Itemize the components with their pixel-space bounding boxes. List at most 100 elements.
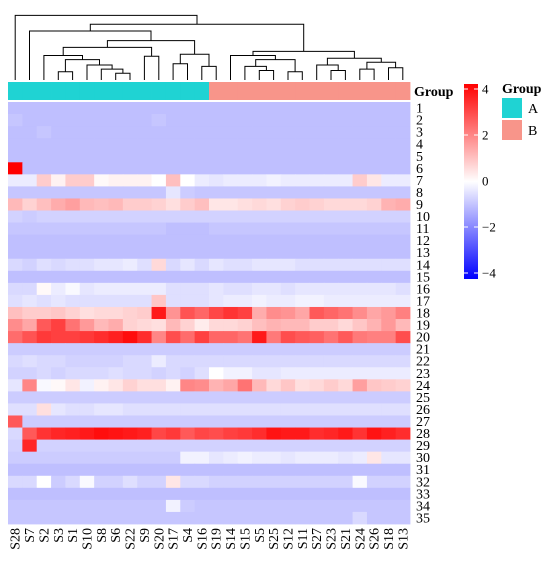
heatmap-cell-r28-S20 bbox=[151, 427, 167, 440]
heatmap-cell-r7-S11 bbox=[295, 174, 310, 187]
heatmap-cell-r12-S22 bbox=[122, 234, 138, 248]
heatmap-cell-r8-S20 bbox=[151, 186, 167, 199]
heatmap-cell-r6-S13 bbox=[395, 162, 411, 175]
heatmap-cell-r12-S12 bbox=[280, 234, 296, 248]
heatmap-cell-r4-S13 bbox=[395, 138, 411, 151]
heatmap-cell-r3-S2 bbox=[36, 126, 52, 139]
heatmap-cell-r28-S15 bbox=[237, 427, 253, 440]
heatmap-cell-r21-S10 bbox=[79, 343, 95, 356]
heatmap-cell-r9-S27 bbox=[309, 198, 325, 211]
heatmap-cell-r14-S6 bbox=[108, 258, 124, 272]
heatmap-cell-r16-S19 bbox=[209, 282, 224, 296]
column-label-S21: S21 bbox=[339, 528, 354, 550]
heatmap-cell-r2-S7 bbox=[22, 114, 38, 127]
heatmap-cell-r1-S10 bbox=[79, 102, 95, 115]
heatmap-cell-r2-S5 bbox=[252, 114, 267, 127]
row-label-16: 16 bbox=[416, 282, 430, 297]
heatmap-cell-r24-S11 bbox=[295, 379, 310, 392]
heatmap-cell-r34-S5 bbox=[252, 499, 267, 513]
heatmap-cell-r28-S14 bbox=[223, 427, 239, 440]
heatmap-cell-r32-S14 bbox=[223, 475, 239, 489]
heatmap-cell-r13-S9 bbox=[137, 246, 152, 260]
heatmap-cell-r32-S20 bbox=[151, 475, 167, 489]
heatmap-cell-r2-S23 bbox=[323, 114, 339, 127]
heatmap-cell-r25-S8 bbox=[94, 391, 109, 404]
heatmap-cell-r16-S14 bbox=[223, 282, 239, 296]
heatmap-cell-r19-S16 bbox=[194, 319, 210, 332]
heatmap-cell-r33-S1 bbox=[65, 487, 81, 501]
column-label-S9: S9 bbox=[138, 528, 153, 543]
heatmap-cell-r23-S25 bbox=[266, 367, 282, 380]
heatmap-cell-r8-S2 bbox=[36, 186, 52, 199]
heatmap-cell-r1-S15 bbox=[237, 102, 253, 115]
heatmap-cell-r18-S21 bbox=[338, 306, 353, 320]
heatmap-cell-r12-S16 bbox=[194, 234, 210, 248]
heatmap-cell-r22-S11 bbox=[295, 355, 310, 368]
row-label-34: 34 bbox=[416, 499, 430, 514]
heatmap-cell-r8-S23 bbox=[323, 186, 339, 199]
heatmap-cell-r9-S19 bbox=[209, 198, 224, 211]
heatmap-cell-r18-S9 bbox=[137, 306, 152, 320]
heatmap-cell-r28-S21 bbox=[338, 427, 353, 440]
heatmap-cell-r14-S23 bbox=[323, 258, 339, 272]
dendrogram-branch bbox=[388, 67, 404, 80]
heatmap-cell-r33-S13 bbox=[395, 487, 411, 501]
dendrogram-branch bbox=[100, 68, 124, 80]
heatmap-cell-r25-S27 bbox=[309, 391, 325, 404]
heatmap-cell-r22-S4 bbox=[180, 355, 196, 368]
row-label-19: 19 bbox=[416, 319, 430, 334]
heatmap-cell-r15-S19 bbox=[209, 270, 224, 284]
heatmap-cell-r14-S27 bbox=[309, 258, 325, 272]
heatmap-cell-r27-S19 bbox=[209, 415, 224, 428]
heatmap-cell-r15-S13 bbox=[395, 270, 411, 284]
heatmap-cell-r31-S25 bbox=[266, 463, 282, 477]
heatmap-cell-r23-S6 bbox=[108, 367, 124, 380]
heatmap-cell-r13-S3 bbox=[51, 246, 66, 260]
heatmap-cell-r8-S13 bbox=[395, 186, 411, 199]
heatmap-cell-r12-S1 bbox=[65, 234, 81, 248]
heatmap-cell-r31-S19 bbox=[209, 463, 224, 477]
heatmap-cell-r1-S20 bbox=[151, 102, 167, 115]
heatmap-cell-r25-S13 bbox=[395, 391, 411, 404]
heatmap-cell-r4-S14 bbox=[223, 138, 239, 151]
heatmap-cell-r29-S20 bbox=[151, 439, 167, 453]
heatmap-cell-r22-S18 bbox=[381, 355, 397, 368]
heatmap-cell-r13-S16 bbox=[194, 246, 210, 260]
heatmap-cell-r7-S22 bbox=[122, 174, 138, 187]
row-label-10: 10 bbox=[416, 210, 430, 225]
heatmap-cell-r19-S14 bbox=[223, 319, 239, 332]
heatmap-cell-r20-S7 bbox=[22, 331, 38, 344]
heatmap-cell-r31-S8 bbox=[94, 463, 109, 477]
heatmap-cell-r18-S6 bbox=[108, 306, 124, 320]
heatmap-cell-r25-S3 bbox=[51, 391, 66, 404]
heatmap-cell-r23-S3 bbox=[51, 367, 66, 380]
heatmap-cell-r26-S1 bbox=[65, 403, 81, 416]
heatmap-cell-r17-S26 bbox=[366, 294, 382, 308]
heatmap-cell-r9-S11 bbox=[295, 198, 310, 211]
heatmap-cell-r6-S2 bbox=[36, 162, 52, 175]
heatmap-cell-r15-S7 bbox=[22, 270, 38, 284]
heatmap-cell-r4-S12 bbox=[280, 138, 296, 151]
column-label-S15: S15 bbox=[238, 528, 253, 550]
heatmap-cell-r24-S26 bbox=[366, 379, 382, 392]
heatmap-cell-r16-S25 bbox=[266, 282, 282, 296]
heatmap-cell-r27-S2 bbox=[36, 415, 52, 428]
heatmap-cell-r27-S17 bbox=[165, 415, 181, 428]
heatmap-cell-r23-S20 bbox=[151, 367, 167, 380]
heatmap-cell-r19-S21 bbox=[338, 319, 353, 332]
heatmap-cell-r32-S5 bbox=[252, 475, 267, 489]
heatmap-cell-r19-S24 bbox=[352, 319, 368, 332]
heatmap-cell-r11-S28 bbox=[8, 222, 23, 236]
heatmap-cell-r7-S14 bbox=[223, 174, 239, 187]
heatmap-cell-r2-S20 bbox=[151, 114, 167, 127]
heatmap-cell-r33-S21 bbox=[338, 487, 353, 501]
heatmap-cell-r3-S23 bbox=[323, 126, 339, 139]
heatmap-cell-r24-S23 bbox=[323, 379, 339, 392]
heatmap-cell-r32-S8 bbox=[94, 475, 109, 489]
heatmap-cell-r25-S22 bbox=[122, 391, 138, 404]
heatmap-cell-r21-S7 bbox=[22, 343, 38, 356]
heatmap-cell-r16-S6 bbox=[108, 282, 124, 296]
heatmap-cell-r1-S28 bbox=[8, 102, 23, 115]
heatmap-cell-r14-S16 bbox=[194, 258, 210, 272]
heatmap-cell-r20-S11 bbox=[295, 331, 310, 344]
